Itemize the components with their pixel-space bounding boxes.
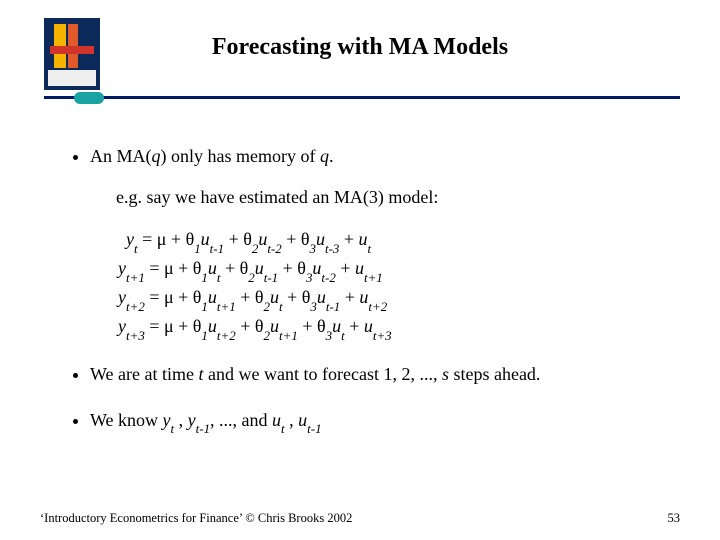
equation-row: yt = μ + θ1ut-1 + θ2ut-2 + θ3ut-3 + ut [118,226,660,255]
bullet-item: An MA(q) only has memory of q. e.g. say … [90,144,660,342]
footer: ‘Introductory Econometrics for Finance’ … [40,511,680,526]
equation-row: yt+3 = μ + θ1ut+2 + θ2ut+1 + θ3ut + ut+3 [118,313,660,342]
horizontal-rule [44,96,680,99]
slide-title: Forecasting with MA Models [40,34,680,61]
page-number: 53 [668,511,681,526]
equation-block: yt = μ + θ1ut-1 + θ2ut-2 + θ3ut-3 + ut y… [118,226,660,342]
bullet-text: We know yt , yt-1, ..., and ut , ut-1 [90,410,322,430]
bullet-item: We know yt , yt-1, ..., and ut , ut-1 [90,408,660,436]
header: Forecasting with MA Models [40,18,680,108]
equation-row: yt+2 = μ + θ1ut+1 + θ2ut + θ3ut-1 + ut+2 [118,284,660,313]
example-text: e.g. say we have estimated an MA(3) mode… [116,185,660,210]
bullet-text: An MA(q) only has memory of q. [90,146,333,166]
bullet-text: We are at time t and we want to forecast… [90,364,540,384]
bullet-list: An MA(q) only has memory of q. e.g. say … [68,144,660,435]
bullet-item: We are at time t and we want to forecast… [90,362,660,387]
footer-left: ‘Introductory Econometrics for Finance’ … [40,511,352,526]
equation-row: yt+1 = μ + θ1ut + θ2ut-1 + θ3ut-2 + ut+1 [118,255,660,284]
slide: Forecasting with MA Models An MA(q) only… [0,0,720,540]
slide-body: An MA(q) only has memory of q. e.g. say … [40,108,680,435]
